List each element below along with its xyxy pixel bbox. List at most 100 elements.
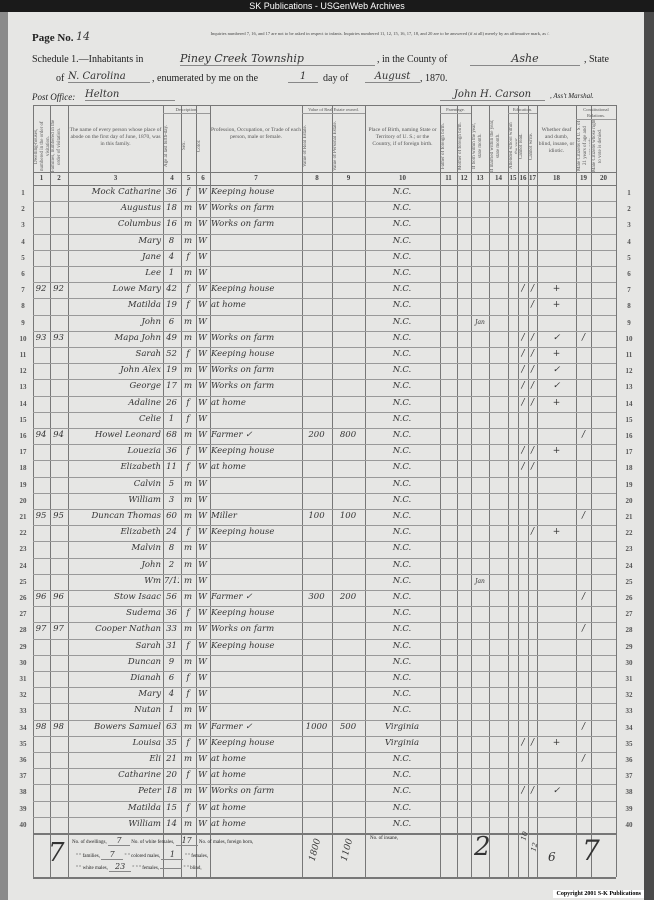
cell-occupation: at home	[211, 754, 246, 764]
cell-sex: f	[186, 413, 190, 424]
cell-color: W	[198, 818, 207, 829]
foreign-males-label: No. of males, foreign born,	[198, 840, 254, 845]
row-number-left: 8	[21, 302, 25, 311]
column-rule	[576, 105, 577, 877]
cell-dwelling: 98	[35, 721, 47, 732]
row-rule	[33, 201, 616, 203]
cell-birthplace: N.C.	[392, 575, 412, 586]
row-number-right: 4	[627, 237, 631, 246]
year-label: , 1870.	[420, 73, 448, 84]
cell-age: 19	[166, 365, 177, 376]
row-rule	[33, 638, 616, 640]
cell-age: 24	[166, 527, 177, 538]
cell-family: 95	[53, 511, 64, 521]
cell-name: Lee	[145, 268, 161, 278]
cell-sex: f	[186, 300, 190, 311]
cell-birthplace: N.C.	[392, 543, 412, 554]
day-field: 1	[288, 71, 318, 83]
row-number-right: 23	[625, 545, 633, 554]
cell-occupation: Farmer ✓	[211, 592, 253, 602]
cell-color: W	[198, 575, 207, 586]
cell-name: Celie	[138, 413, 161, 424]
cell-real-estate: 300	[308, 592, 325, 602]
cell-name: Dianah	[130, 673, 161, 683]
mark-col-17: /	[530, 284, 535, 295]
cell-dwelling: 92	[35, 284, 47, 295]
cell-birthplace: N.C.	[392, 705, 412, 716]
row-number-right: 21	[625, 513, 633, 521]
column-header-10: Place of Birth, naming State or Territor…	[368, 127, 437, 147]
cell-color: W	[198, 527, 207, 538]
mark-col-18: ✓	[552, 786, 561, 797]
cell-name: Peter	[138, 786, 161, 797]
row-number-right: 39	[625, 804, 633, 813]
mark-col-16: /	[521, 397, 525, 408]
cell-color: W	[198, 786, 207, 797]
footer-rule	[33, 833, 616, 835]
row-rule	[33, 298, 616, 300]
cell-occupation: at home	[211, 802, 246, 813]
row-number-right: 38	[625, 788, 633, 797]
header-rule	[33, 185, 616, 186]
mark-col-18: +	[552, 284, 561, 295]
cell-age: 5	[168, 478, 175, 489]
cell-age: 68	[166, 430, 177, 440]
row-number-left: 40	[19, 820, 27, 829]
row-rule	[33, 233, 616, 235]
cell-birthplace: N.C.	[392, 656, 412, 667]
cell-name: Mary	[138, 689, 161, 700]
row-number-right: 40	[625, 820, 633, 829]
cell-age: 8	[168, 235, 175, 246]
cell-name: John	[141, 316, 161, 327]
cell-personal-estate: 100	[339, 511, 357, 521]
row-number-right: 36	[625, 756, 633, 764]
cell-color: W	[198, 268, 207, 278]
day-of-label: day of	[323, 73, 349, 84]
cell-age: 17	[166, 381, 177, 392]
cell-birthplace: N.C.	[392, 478, 412, 489]
column-rule	[489, 105, 490, 877]
row-number-left: 6	[21, 270, 25, 278]
cell-name: Malvin	[131, 543, 161, 554]
column-header-14: If married within the year, state month.	[490, 119, 501, 173]
cell-age: 7/12	[164, 575, 179, 586]
cell-sex: f	[186, 397, 190, 408]
column-header-5: Sex.	[182, 141, 187, 151]
row-number-left: 19	[19, 480, 27, 489]
cell-name: Bowers Samuel	[94, 721, 161, 732]
row-number-right: 31	[625, 675, 633, 683]
cell-birthplace: N.C.	[392, 316, 412, 327]
cell-age: 63	[166, 721, 177, 732]
cell-sex: m	[183, 203, 193, 214]
families-count: 7	[101, 850, 124, 860]
cell-name: Louezia	[127, 446, 161, 457]
enumerated-label: , enumerated by me on the	[152, 73, 259, 84]
column-rule	[457, 105, 458, 877]
cell-age: 36	[166, 608, 177, 619]
row-rule	[33, 654, 616, 656]
cell-sex: m	[183, 511, 193, 521]
mark-col-18: ✓	[552, 381, 561, 392]
column-rule	[471, 105, 472, 877]
page-number-label: Page No.	[32, 32, 74, 44]
row-number-left: 30	[19, 658, 27, 667]
cell-age: 4	[168, 251, 175, 262]
cell-name: William	[128, 818, 161, 829]
cell-occupation: Keeping house	[211, 737, 275, 748]
row-number-left: 23	[19, 545, 27, 554]
mark-col-18: +	[552, 349, 561, 359]
row-rule	[33, 492, 616, 494]
cell-name: Sarah	[135, 349, 162, 359]
mark-col-17: /	[530, 527, 535, 538]
group-header-description: Description.	[163, 107, 210, 114]
cell-birthplace: N.C.	[392, 592, 412, 602]
mark-col-13: Jan	[475, 577, 485, 585]
cell-name: Duncan Thomas	[91, 511, 161, 521]
row-number-right: 5	[627, 253, 631, 262]
row-rule	[33, 249, 616, 251]
cell-age: 1	[168, 705, 175, 716]
cell-sex: m	[183, 786, 193, 797]
cell-real-estate: 1000	[305, 721, 328, 732]
cell-dwelling: 97	[35, 624, 47, 635]
row-rule	[33, 622, 616, 624]
